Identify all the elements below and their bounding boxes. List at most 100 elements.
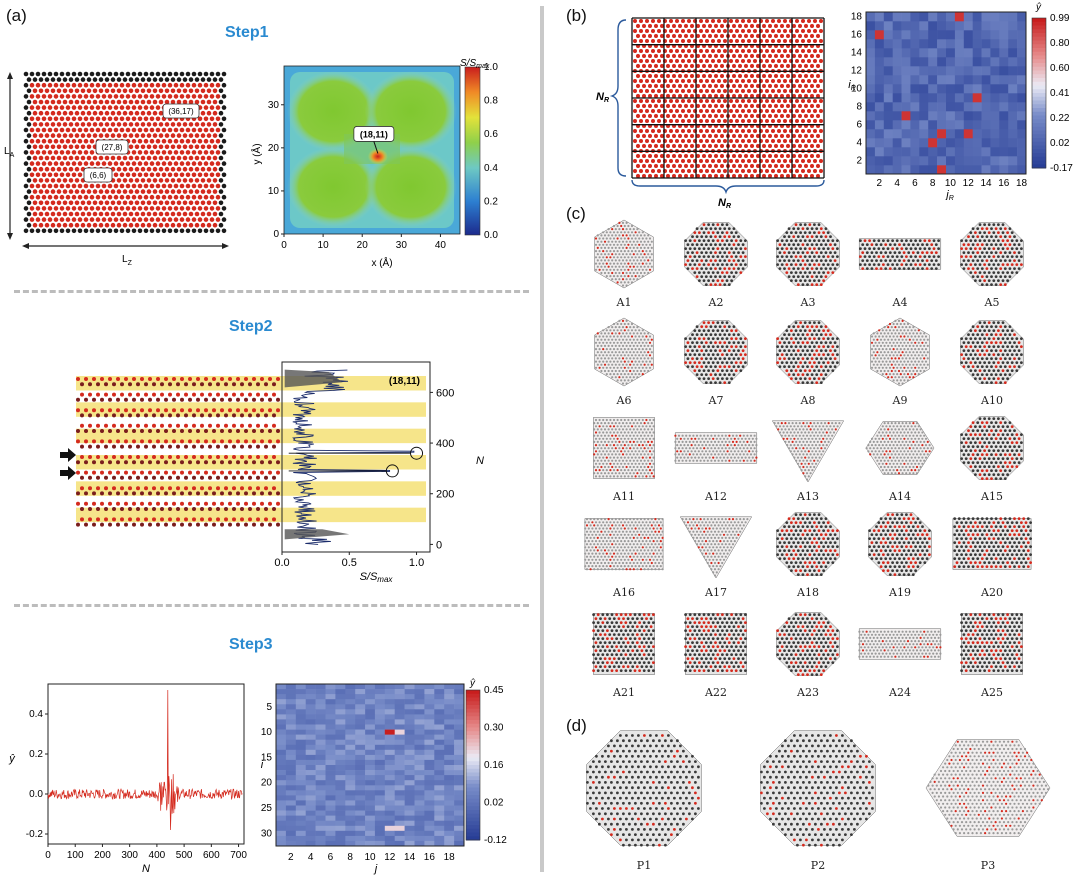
structure-a25 [960,613,1023,675]
panel-b-grid-diagram: NR NR [596,17,825,208]
structure-label-a5: A5 [984,296,1000,309]
step1-lobe [287,146,380,227]
structure-a19 [868,512,932,576]
step1-title: Step1 [225,24,269,41]
step3-heat-xtick: 16 [424,852,436,863]
step3-heat-ylabel: i [261,759,264,771]
step3-xlabel: N [142,863,150,875]
structure-a7 [684,320,748,384]
step3-heat-ytick: 10 [261,727,273,738]
structure-label-a22: A22 [704,686,727,699]
step2-ytick: 600 [436,387,454,399]
panel-d-structures: P1 P2 P3 [586,730,1051,872]
structure-a2 [684,222,748,286]
step3-heatmap-cells: 2 4 6 8 10 12 14 16 18 5 10 15 20 25 30 [261,683,465,863]
step2-ylabel: N [476,455,484,467]
step2-ytick: 0 [436,539,442,551]
structure-a13 [771,420,845,483]
step3-line-plot: 0 100 200 300 400 500 600 700 -0.2 0.0 0.2 0.4 [26,683,247,861]
step2-fill-top [284,369,343,388]
step2-atoms [76,377,280,527]
step2-annotation: (18,11) [389,376,420,387]
step1-xtick: 30 [396,240,408,251]
structure-a12 [674,432,758,464]
panel-b-xtick: 8 [930,178,936,189]
step3-signal-chart: 0 100 200 300 400 500 600 700 -0.2 0.0 0.2 0.4 N ŷ [8,683,247,875]
step2-fill-bottom [284,529,350,540]
structure-label-p3: P3 [981,859,995,872]
step3-signal-line [47,689,243,831]
panel-b-ytick: 4 [856,138,862,149]
structure-a16 [584,518,664,571]
step3-ytick: 0.0 [29,789,43,800]
step3-heat-ytick: 25 [261,803,273,814]
nr-brace-left [609,19,627,177]
structure-label-a13: A13 [796,490,819,503]
panel-b-colorbar-title: ŷ [1035,2,1042,13]
step3-xtick: 500 [176,850,193,861]
step3-xtick: 700 [230,850,247,861]
structure-label-p2: P2 [811,859,825,872]
structure-label-a14: A14 [888,490,911,503]
step2-ytick: 400 [436,438,454,450]
step1-ytick: 0 [273,229,279,240]
step3-colorbar: 0.45 0.30 0.16 0.02 -0.12 [465,685,507,846]
step3-ytick: 0.2 [29,749,43,760]
step1-xtick: 10 [318,240,330,251]
structure-label-a18: A18 [796,586,819,599]
step3-colorbar-bar-tick: -0.12 [484,835,507,846]
step1-xtick: 40 [435,240,447,251]
structure-a3 [776,222,840,286]
step3-colorbar-bar-tick: 0.02 [484,798,504,809]
panel-b-ylabel: iR [848,79,856,92]
structure-a4 [858,238,942,270]
nr-label-bottom: NR [718,197,731,208]
panel-b-colorbar-bar-tick: 0.60 [1050,63,1070,74]
step3-frame [47,683,245,845]
panel-b-grid-lines [631,17,825,179]
panel-b-xtick: 18 [1016,178,1028,189]
step1-ytick: 30 [268,100,280,111]
structure-a22 [684,613,747,675]
step1-frame [283,65,461,235]
structure-label-a17: A17 [704,586,727,599]
structure-label-a9: A9 [892,394,908,407]
panel-b-colorbar-bar-tick: 0.99 [1050,13,1070,24]
step3-ytick: 0.4 [29,709,43,720]
structure-a21 [592,613,655,675]
step3-heat-xtick: 18 [444,852,456,863]
structure-label-a25: A25 [980,686,1003,699]
stripe-band [76,428,426,444]
step2-plot-area: (18,11) 0.0 0.5 1.0 0 200 400 600 [274,361,454,569]
step3-heat-xtick: 8 [347,852,353,863]
step1-plot-area: (18,11) 0 10 20 30 40 0 10 20 30 [268,65,461,251]
step3-title: Step3 [229,636,273,653]
structure-label-a15: A15 [980,490,1003,503]
structure-label-a16: A16 [612,586,635,599]
step1-colorbar-tick: 1.0 [484,62,498,73]
step2-frame [281,361,431,553]
step1-xtick: 0 [281,240,287,251]
step3-heat-xtick: 12 [384,852,396,863]
step2-xtick: 1.0 [409,557,424,569]
step1-ylabel: y (Å) [250,143,263,164]
structure-label-a23: A23 [796,686,819,699]
structure-label-a2: A2 [708,296,724,309]
panel-b-ytick: 18 [851,12,863,23]
panel-b-ytick: 10 [851,84,863,95]
panel-b-xlabel: jR [944,189,954,200]
step1-colorbar-tick: 0.0 [484,230,498,241]
step3-heatmap-chart: 2 4 6 8 10 12 14 16 18 5 10 15 20 25 30 j i ŷ 0.45 0.30… [261,678,507,875]
step3-heat-ytick: 20 [261,778,273,789]
step3-heat-frame [275,683,465,847]
step1-lobe [364,146,457,227]
step3-heat-ytick: 5 [266,702,272,713]
step1-colorbar-tick: 0.6 [484,129,498,140]
panel-label-b: (b) [566,6,587,25]
panel-b-xtick: 10 [945,178,957,189]
stripe-band [76,402,426,417]
step1-xtick: 20 [357,240,369,251]
panel-b-colorbar: 0.99 0.80 0.60 0.41 0.22 0.02 -0.17 [1031,13,1073,174]
